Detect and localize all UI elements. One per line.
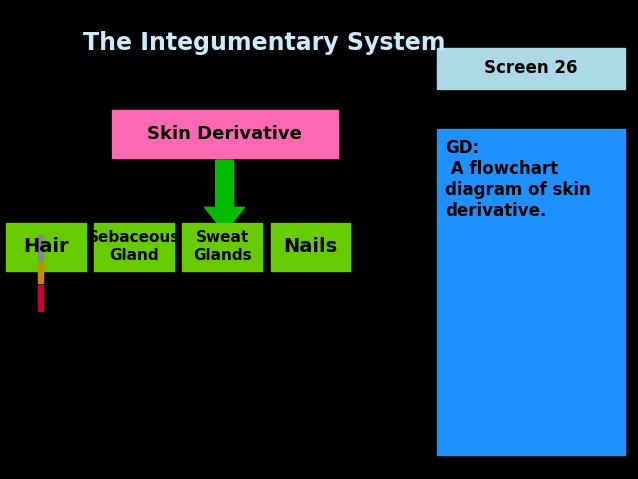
- FancyBboxPatch shape: [38, 285, 43, 311]
- Text: Nails: Nails: [283, 237, 338, 256]
- Text: Sebaceous
Gland: Sebaceous Gland: [88, 230, 181, 263]
- Text: GD:
 A flowchart
diagram of skin
derivative.: GD: A flowchart diagram of skin derivati…: [445, 139, 591, 220]
- FancyBboxPatch shape: [6, 223, 86, 271]
- Text: The Integumentary System: The Integumentary System: [83, 31, 445, 55]
- FancyBboxPatch shape: [94, 223, 174, 271]
- FancyBboxPatch shape: [38, 235, 43, 261]
- FancyBboxPatch shape: [437, 129, 625, 455]
- Text: Screen 26: Screen 26: [484, 59, 578, 77]
- FancyArrow shape: [205, 160, 244, 232]
- FancyBboxPatch shape: [437, 48, 625, 89]
- Text: Skin Derivative: Skin Derivative: [147, 125, 302, 143]
- FancyBboxPatch shape: [182, 223, 262, 271]
- FancyBboxPatch shape: [271, 223, 350, 271]
- Text: Sweat
Glands: Sweat Glands: [193, 230, 251, 263]
- Text: Hair: Hair: [24, 237, 69, 256]
- FancyBboxPatch shape: [38, 263, 43, 283]
- FancyBboxPatch shape: [112, 110, 338, 158]
